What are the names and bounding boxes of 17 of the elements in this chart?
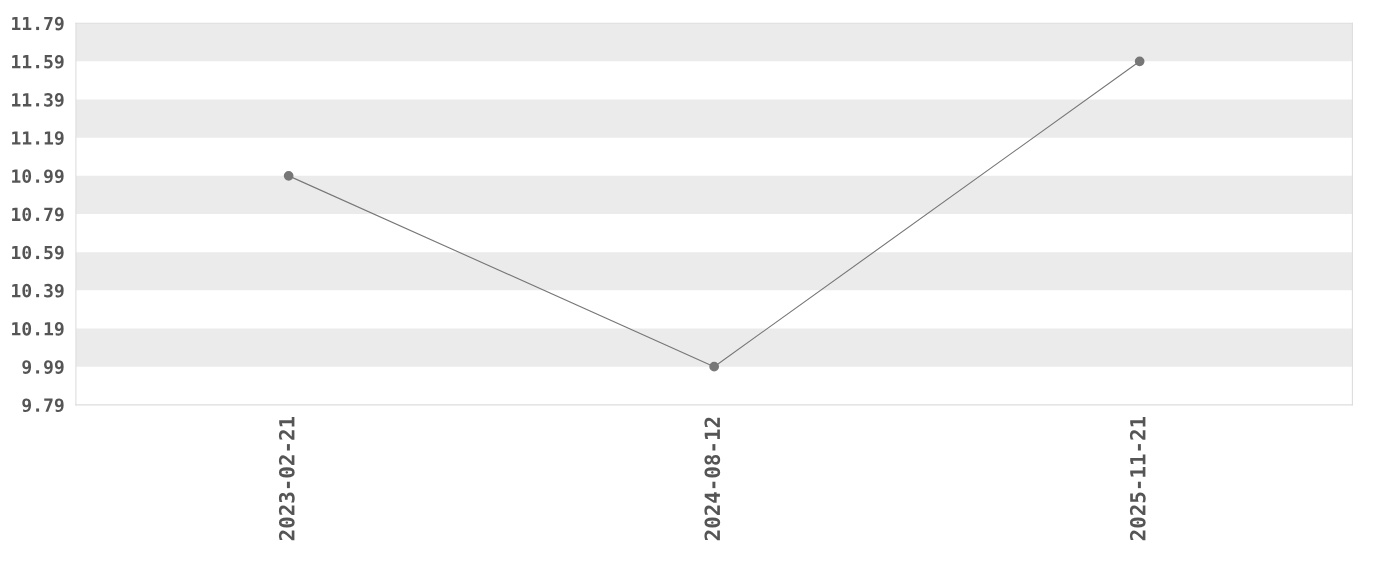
y-tick-label: 11.59 [12,54,64,69]
x-tick-label: 2025-11-21 [1129,416,1146,541]
y-tick-label: 10.19 [12,321,64,336]
x-tick-label: 2023-02-21 [278,416,295,541]
y-tick-label: 9.99 [22,360,64,374]
x-tick-label: 2024-08-12 [704,417,721,541]
y-tick-label: 11.19 [12,131,64,145]
point [283,170,294,181]
y-tick-label: 11.39 [12,92,64,107]
y-tick-label: 10.39 [12,283,64,298]
point [1134,56,1145,67]
y-tick-label: 11.79 [12,16,64,31]
y-tick-label: 9.79 [22,398,64,413]
y-tick-label: 10.59 [12,245,64,260]
point [709,361,720,372]
y-tick-label: 10.79 [12,207,64,222]
y-tick-label: 10.99 [12,169,64,184]
